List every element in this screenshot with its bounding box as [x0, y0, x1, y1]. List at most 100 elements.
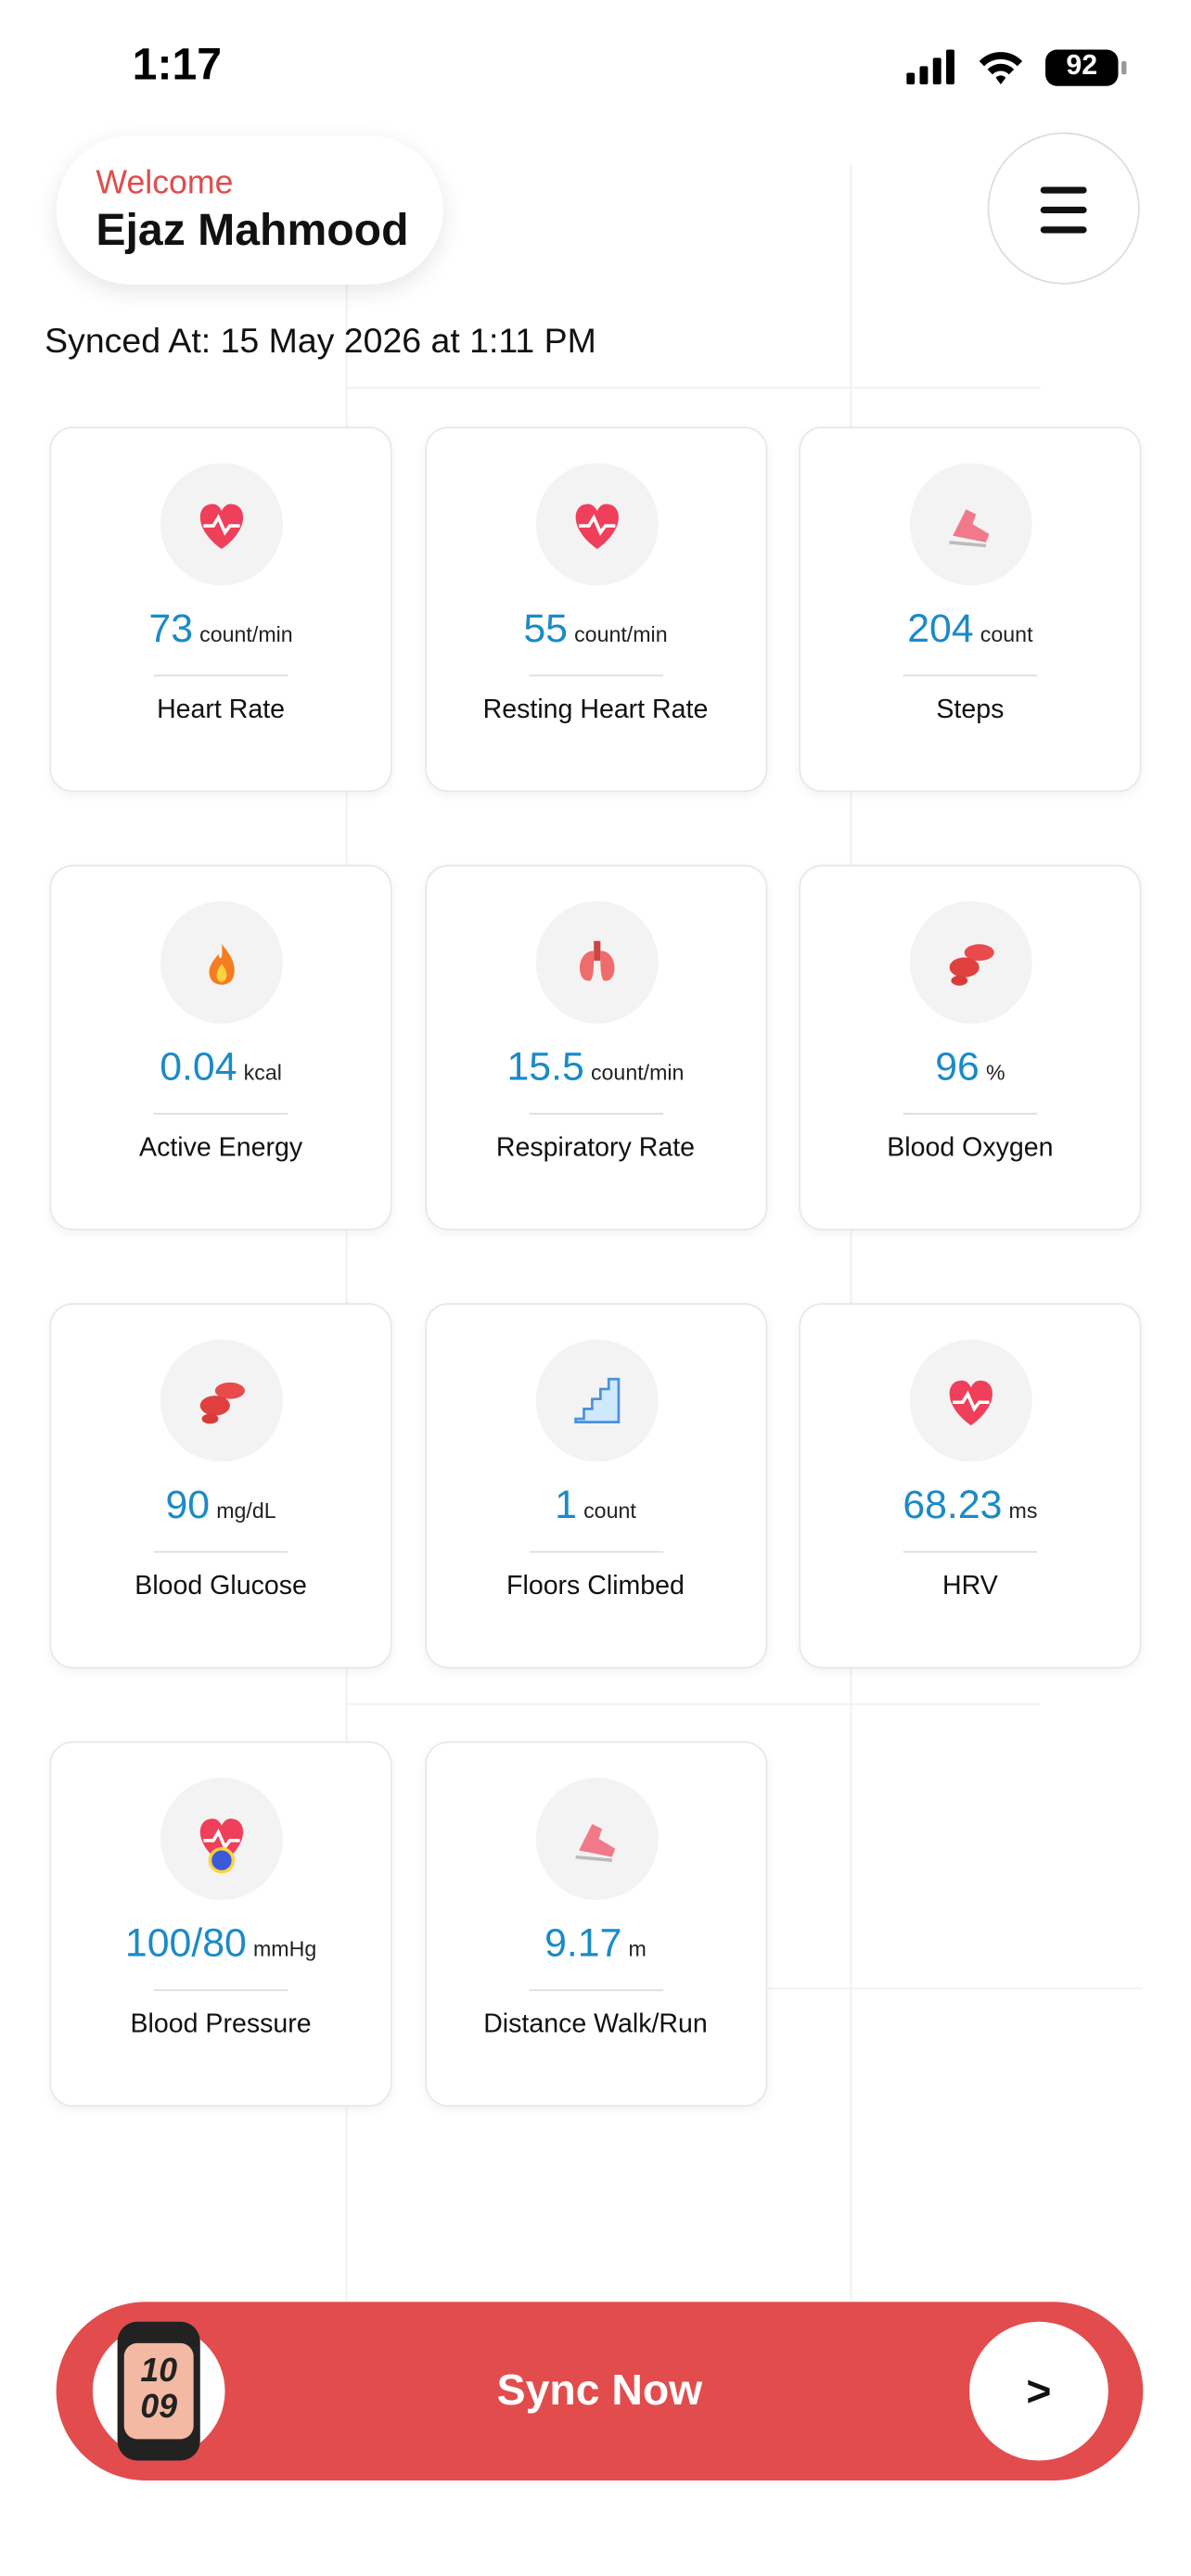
metric-unit: kcal — [243, 1060, 282, 1085]
divider — [528, 1989, 663, 1992]
divider — [528, 1113, 663, 1115]
icon-graphic — [199, 1382, 245, 1424]
metric-value-row: 15.5 count/min — [426, 1045, 765, 1091]
divider — [903, 1550, 1038, 1553]
icon-graphic — [574, 504, 619, 550]
sync-arrow[interactable]: > — [969, 2321, 1108, 2461]
metric-card: 90 mg/dL Blood Glucose — [49, 1303, 392, 1669]
icon-graphic — [199, 504, 244, 550]
metric-value: 1 — [555, 1483, 577, 1528]
metric-icon — [160, 463, 283, 586]
menu-button[interactable] — [987, 132, 1140, 285]
bg-line — [850, 165, 852, 2315]
synced-at: Synced At: 15 May 2026 at 1:11 PM — [45, 322, 596, 361]
metric-value-row: 90 mg/dL — [51, 1484, 391, 1530]
icon-graphic — [579, 940, 614, 981]
sync-button[interactable]: 10 09 Sync Now > — [56, 2302, 1144, 2480]
metric-label: Blood Glucose — [134, 1572, 307, 1601]
divider — [153, 1113, 288, 1115]
bg-line — [345, 387, 1041, 389]
metric-unit: count/min — [199, 621, 293, 647]
metric-label: Respiratory Rate — [495, 1134, 696, 1163]
metric-icon — [160, 900, 283, 1024]
menu-icon — [1040, 186, 1087, 234]
metric-card: 68.23 ms HRV — [799, 1303, 1142, 1669]
metric-card: 1 count Floors Climbed — [424, 1303, 767, 1669]
metric-value-row: 9.17 m — [426, 1921, 765, 1968]
metric-value: 100/80 — [124, 1921, 247, 1967]
icon-graphic — [574, 1823, 615, 1862]
metric-unit: m — [628, 1936, 647, 1961]
metric-label: Blood Oxygen — [887, 1134, 1054, 1163]
metric-value: 15.5 — [506, 1045, 584, 1090]
greeting: Welcome — [96, 165, 234, 202]
metric-label: HRV — [942, 1572, 998, 1601]
metric-icon — [909, 463, 1032, 586]
metric-label: Active Energy — [139, 1134, 303, 1163]
bg-line — [345, 165, 348, 2315]
metric-icon — [909, 1339, 1032, 1462]
icon-graphic — [949, 509, 990, 548]
metric-icon — [534, 1339, 658, 1462]
metric-card: 73 count/min Heart Rate — [49, 427, 392, 793]
metric-value-row: 100/80 mmHg — [51, 1921, 391, 1968]
metric-value: 204 — [907, 606, 974, 652]
divider — [528, 1550, 663, 1553]
metric-icon — [909, 900, 1032, 1024]
metric-value-row: 55 count/min — [426, 606, 765, 653]
metric-value: 55 — [523, 606, 568, 652]
metric-unit: mg/dL — [216, 1498, 276, 1524]
icon-graphic — [949, 944, 994, 986]
metric-value: 9.17 — [544, 1921, 622, 1967]
metric-label: Resting Heart Rate — [482, 695, 709, 725]
metric-card: 0.04 kcal Active Energy — [49, 864, 392, 1231]
metric-value-row: 68.23 ms — [800, 1484, 1140, 1530]
metric-value: 0.04 — [160, 1045, 237, 1090]
welcome-pill — [56, 135, 443, 285]
metric-unit: count — [583, 1498, 636, 1524]
metric-icon — [160, 1778, 283, 1901]
watch-minutes: 09 — [140, 2389, 178, 2427]
metric-label: Distance Walk/Run — [483, 2010, 708, 2039]
metric-value: 90 — [165, 1483, 211, 1528]
metric-label: Floors Climbed — [506, 1572, 685, 1601]
metric-value-row: 0.04 kcal — [51, 1045, 391, 1091]
metric-card: 9.17 m Distance Walk/Run — [424, 1741, 767, 2107]
status-time: 1:17 — [132, 39, 223, 90]
metric-value-row: 96% — [800, 1045, 1140, 1091]
metric-icon — [160, 1339, 283, 1462]
bg-line — [345, 1702, 1041, 1705]
divider — [153, 1550, 288, 1553]
divider — [903, 1113, 1038, 1115]
divider — [153, 674, 288, 677]
metric-card: 96% Blood Oxygen — [799, 864, 1142, 1231]
metric-card: 100/80 mmHg Blood Pressure — [49, 1741, 392, 2107]
metric-icon — [534, 463, 658, 586]
watch-face: 10 09 — [123, 2342, 194, 2440]
divider — [528, 674, 663, 677]
metric-unit: count — [980, 621, 1033, 647]
metric-icon — [534, 900, 658, 1024]
metric-value-row: 1 count — [426, 1484, 765, 1530]
bg-line — [763, 1987, 1142, 1990]
status-icons — [906, 49, 1127, 86]
metric-unit: mmHg — [252, 1936, 317, 1961]
battery-level: 92 — [1066, 49, 1098, 82]
metric-value-row: 73 count/min — [51, 606, 391, 653]
user-name: Ejaz Mahmood — [96, 205, 409, 255]
metric-unit: % — [985, 1060, 1005, 1085]
metric-card: 55 count/min Resting Heart Rate — [424, 427, 767, 793]
metric-icon — [534, 1778, 658, 1901]
metric-label: Blood Pressure — [130, 2010, 312, 2039]
icon-graphic — [573, 1377, 620, 1423]
metric-label: Steps — [936, 695, 1005, 725]
divider — [903, 674, 1038, 677]
metric-card: 15.5 count/min Respiratory Rate — [424, 864, 767, 1231]
metric-value: 68.23 — [903, 1483, 1003, 1528]
metric-value: 96 — [935, 1045, 980, 1090]
icon-graphic — [199, 1818, 244, 1874]
metric-unit: count/min — [590, 1060, 685, 1085]
divider — [153, 1989, 288, 1992]
